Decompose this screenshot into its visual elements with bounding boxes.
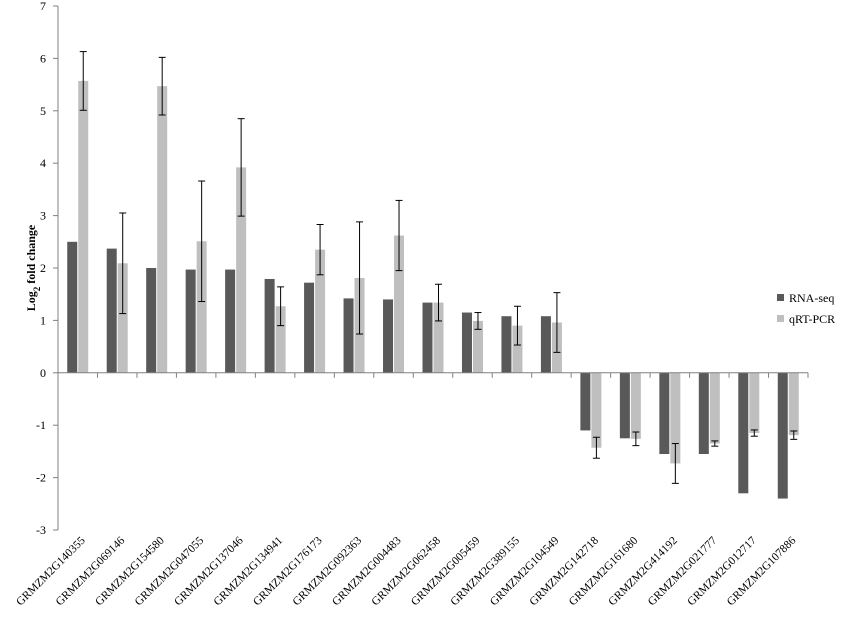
error-bar-17 bbox=[711, 440, 719, 447]
x-category-label: GRMZM2G092363 bbox=[291, 534, 365, 608]
x-category-labels: GRMZM2G140355GRMZM2G069146GRMZM2G154580G… bbox=[14, 534, 798, 608]
y-tick-label: -2 bbox=[36, 471, 46, 485]
error-bar-6 bbox=[277, 286, 285, 327]
bar-rna-seq-8 bbox=[343, 298, 354, 373]
bar-qrt-pcr-7 bbox=[315, 249, 326, 373]
x-category-label: GRMZM2G062458 bbox=[370, 534, 444, 608]
bar-rna-seq-1 bbox=[67, 241, 78, 373]
x-category-label: GRMZM2G021777 bbox=[646, 534, 720, 608]
error-bar-11 bbox=[474, 312, 482, 330]
bar-rna-seq-12 bbox=[501, 316, 512, 373]
x-category-label: GRMZM2G069146 bbox=[54, 534, 128, 608]
x-category-label: GRMZM2G140355 bbox=[14, 534, 88, 608]
bar-rna-seq-18 bbox=[738, 372, 749, 494]
error-bar-5 bbox=[237, 118, 245, 217]
y-tick-label: 1 bbox=[40, 313, 46, 327]
error-bar-13 bbox=[553, 292, 561, 353]
bar-rna-seq-13 bbox=[540, 316, 551, 373]
error-bar-14 bbox=[592, 436, 600, 459]
bar-rna-seq-15 bbox=[619, 372, 630, 439]
bar-rna-seq-2 bbox=[106, 248, 117, 373]
legend: RNA-seq qRT-PCR bbox=[777, 291, 835, 326]
bar-rna-seq-6 bbox=[264, 279, 275, 373]
x-category-label: GRMZM2G142718 bbox=[527, 534, 601, 608]
bar-rna-seq-7 bbox=[304, 282, 315, 373]
bar-rna-seq-4 bbox=[185, 269, 196, 373]
x-category-label: GRMZM2G012717 bbox=[685, 534, 759, 608]
y-axis-label: Log2 fold change bbox=[24, 224, 42, 311]
bar-qrt-pcr-15 bbox=[630, 372, 641, 439]
x-category-label: GRMZM2G137046 bbox=[172, 534, 246, 608]
bar-qrt-pcr-2 bbox=[117, 263, 128, 373]
error-bar-2 bbox=[119, 212, 127, 315]
error-bar-8 bbox=[356, 221, 364, 335]
error-bar-12 bbox=[513, 305, 521, 346]
bar-qrt-pcr-18 bbox=[749, 372, 760, 434]
y-tick-label: 3 bbox=[40, 209, 46, 223]
bars-layer bbox=[67, 80, 799, 499]
x-category-label: GRMZM2G047055 bbox=[133, 534, 207, 608]
bar-qrt-pcr-17 bbox=[709, 372, 720, 444]
legend-swatch-rna-seq bbox=[777, 294, 784, 301]
error-bar-9 bbox=[395, 199, 403, 272]
bar-qrt-pcr-11 bbox=[472, 320, 483, 373]
x-category-label: GRMZM2G389155 bbox=[449, 534, 523, 608]
x-category-label: GRMZM2G004483 bbox=[330, 534, 404, 608]
error-bar-15 bbox=[632, 431, 640, 447]
bar-qrt-pcr-6 bbox=[275, 306, 286, 373]
error-bar-16 bbox=[671, 443, 679, 484]
bar-rna-seq-14 bbox=[580, 372, 591, 431]
bar-qrt-pcr-1 bbox=[78, 80, 89, 373]
bar-qrt-pcr-4 bbox=[196, 241, 207, 373]
x-category-label: GRMZM2G154580 bbox=[93, 534, 167, 608]
y-tick-label: 6 bbox=[40, 51, 46, 65]
error-bar-4 bbox=[198, 180, 206, 303]
bar-qrt-pcr-14 bbox=[591, 372, 602, 448]
bar-rna-seq-9 bbox=[383, 299, 394, 373]
x-category-label: GRMZM2G414192 bbox=[606, 534, 680, 608]
bar-qrt-pcr-3 bbox=[157, 86, 168, 373]
error-bar-19 bbox=[790, 430, 798, 440]
legend-swatch-qrt-pcr bbox=[777, 315, 784, 322]
x-category-label: GRMZM2G134941 bbox=[212, 534, 286, 608]
error-bar-3 bbox=[158, 56, 166, 116]
y-tick-labels: 7 6 5 4 3 2 1 0 -1 -2 -3 bbox=[36, 0, 46, 537]
axes-layer bbox=[53, 5, 809, 531]
bar-rna-seq-17 bbox=[698, 372, 709, 455]
bar-rna-seq-5 bbox=[225, 269, 236, 373]
x-category-label: GRMZM2G176173 bbox=[251, 534, 325, 608]
y-tick-label: 2 bbox=[40, 261, 46, 275]
bar-qrt-pcr-10 bbox=[433, 302, 444, 373]
bar-rna-seq-3 bbox=[146, 268, 157, 373]
error-bar-18 bbox=[750, 429, 758, 437]
y-tick-label: -3 bbox=[36, 523, 46, 537]
bar-rna-seq-10 bbox=[422, 302, 433, 373]
y-tick-label: 5 bbox=[40, 104, 46, 118]
bar-qrt-pcr-9 bbox=[394, 235, 405, 373]
bar-qrt-pcr-19 bbox=[788, 372, 799, 436]
bar-rna-seq-11 bbox=[461, 312, 472, 373]
x-category-label: GRMZM2G104549 bbox=[488, 534, 562, 608]
error-bars-layer bbox=[79, 51, 798, 484]
legend-label-rna-seq: RNA-seq bbox=[789, 291, 834, 305]
bar-qrt-pcr-12 bbox=[512, 325, 523, 373]
x-category-label: GRMZM2G107886 bbox=[725, 534, 799, 608]
y-tick-label: 4 bbox=[40, 156, 46, 170]
x-category-label: GRMZM2G161680 bbox=[567, 534, 641, 608]
y-tick-label: 0 bbox=[40, 366, 46, 380]
bar-qrt-pcr-16 bbox=[670, 372, 681, 464]
bar-rna-seq-19 bbox=[777, 372, 788, 499]
error-bar-1 bbox=[79, 51, 87, 111]
y-tick-label: 7 bbox=[40, 0, 46, 13]
legend-label-qrt-pcr: qRT-PCR bbox=[789, 312, 835, 326]
bar-qrt-pcr-5 bbox=[236, 167, 247, 373]
error-bar-10 bbox=[435, 283, 442, 322]
bar-rna-seq-16 bbox=[659, 372, 670, 455]
error-bar-7 bbox=[316, 224, 324, 276]
x-category-label: GRMZM2G005459 bbox=[409, 534, 483, 608]
y-tick-label: -1 bbox=[36, 418, 46, 432]
